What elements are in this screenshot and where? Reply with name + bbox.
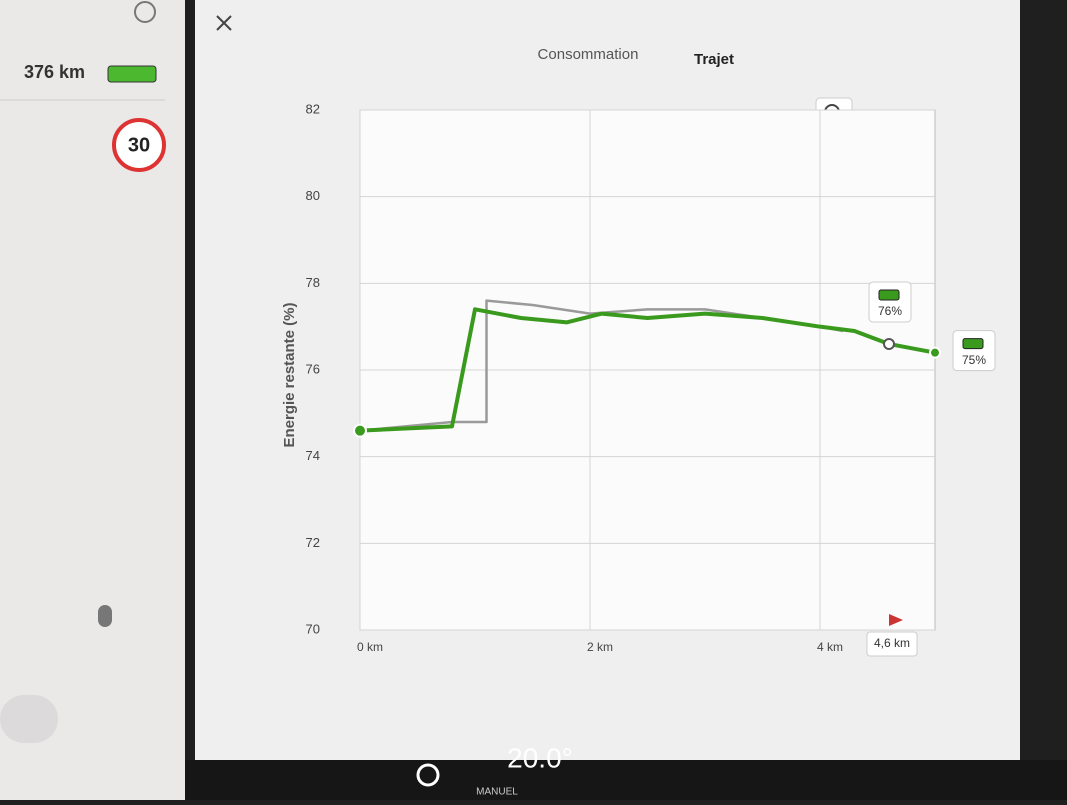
y-tick-label: 76: [306, 361, 320, 376]
start-point: [353, 423, 367, 438]
callout-battery: [962, 338, 984, 350]
fan-icon[interactable]: [416, 763, 440, 787]
y-tick-label: 78: [306, 275, 320, 290]
x-tick-label: 0 km: [357, 640, 383, 654]
callout-battery: [878, 289, 900, 301]
temperature[interactable]: 20.0°: [507, 742, 573, 773]
series-line: [359, 307, 936, 433]
plot: 70 72 74 76 78 80 82 0 km 2 km 4 km 76% 75% 4,6 km: [306, 101, 996, 657]
mic-icon[interactable]: [98, 605, 112, 627]
position-box: [866, 631, 918, 657]
y-tick-label: 72: [306, 535, 320, 550]
bottom-bar: [185, 760, 1067, 800]
position-label: 4,6 km: [874, 636, 910, 650]
x-tick-label: 4 km: [817, 640, 843, 654]
callout-label: 76%: [878, 304, 902, 318]
climate-mode: MANUEL: [476, 787, 518, 798]
y-axis-label: Energie restante (%): [281, 302, 298, 447]
tab[interactable]: Trajet: [694, 51, 734, 68]
speed-limit: 30: [128, 134, 150, 156]
y-tick-label: 82: [306, 101, 320, 116]
battery-icon: [107, 65, 157, 83]
speed-limit-sign: [112, 118, 166, 172]
callout-label: 75%: [962, 353, 986, 367]
range: 376 km: [24, 62, 85, 82]
tab[interactable]: Consommation: [538, 46, 639, 63]
button[interactable]: [0, 695, 58, 743]
position-arrow: [889, 614, 903, 626]
y-tick-label: 70: [306, 621, 320, 636]
close-button[interactable]: [216, 15, 232, 31]
y-tick-label: 74: [306, 448, 320, 463]
y-tick-label: 80: [306, 188, 320, 203]
marker-point: [929, 346, 941, 359]
hold-icon: [134, 1, 156, 23]
marker-point: [883, 338, 895, 350]
left-panel: [0, 0, 185, 800]
x-tick-label: 2 km: [587, 640, 613, 654]
